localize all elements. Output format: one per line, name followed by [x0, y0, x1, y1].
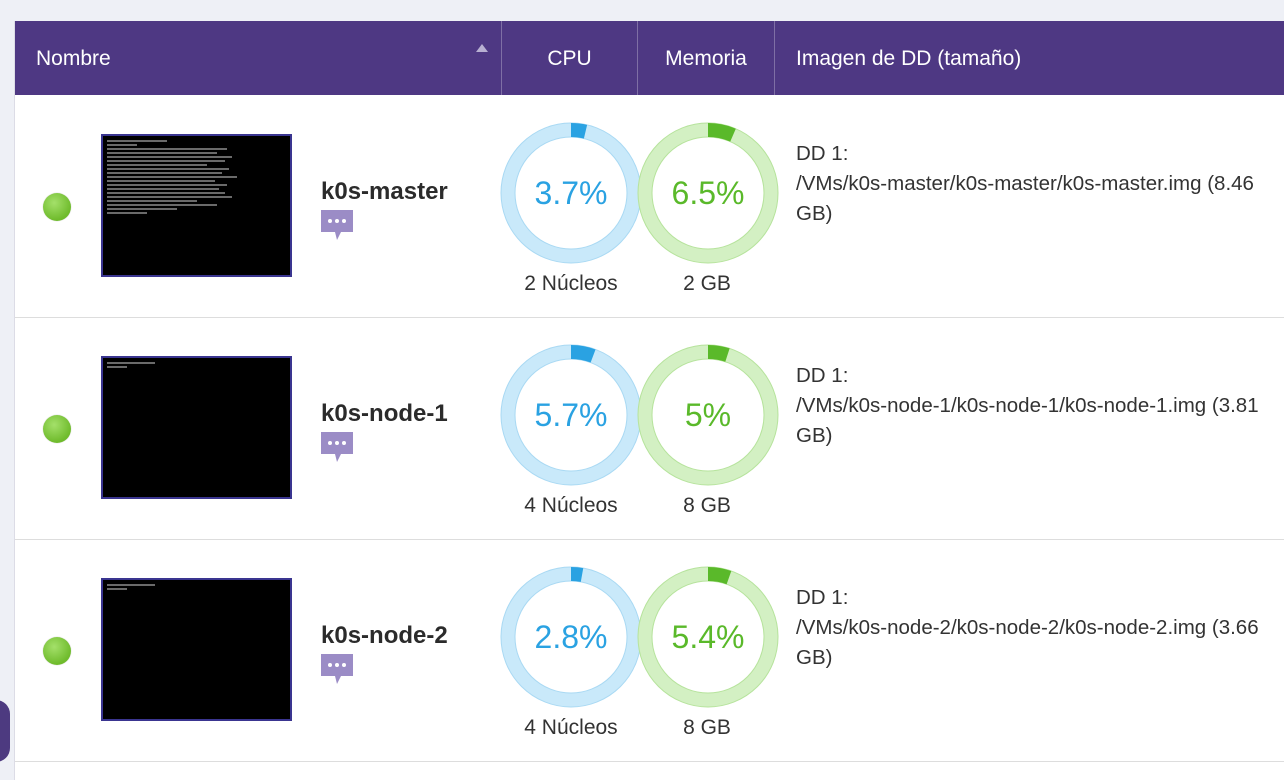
console-text-line	[107, 172, 222, 174]
disk-image-info: DD 1: /VMs/k0s-master/k0s-master/k0s-mas…	[796, 139, 1266, 229]
comment-icon[interactable]	[321, 210, 353, 242]
console-text-line	[107, 584, 155, 586]
console-text-line	[107, 588, 127, 590]
disk-label: DD 1:	[796, 142, 849, 165]
console-text-line	[107, 196, 232, 198]
memory-usage-value: 5%	[684, 397, 732, 433]
disk-path: /VMs/k0s-node-1/k0s-node-1/k0s-node-1.im…	[796, 394, 1259, 447]
console-thumbnail[interactable]	[101, 134, 292, 277]
vm-row[interactable]: k0s-node-2 2.8% 5.4% 4 Nú	[15, 540, 1284, 762]
cpu-cores: 2 Núcleos	[524, 272, 618, 295]
console-thumbnail[interactable]	[101, 578, 292, 721]
column-header-name-label: Nombre	[36, 47, 111, 70]
column-header-cpu-label: CPU	[547, 47, 592, 70]
console-text-line	[107, 204, 217, 206]
vm-name[interactable]: k0s-node-2	[321, 622, 448, 649]
cpu-usage-arc	[570, 567, 584, 582]
memory-usage-value: 6.5%	[671, 175, 745, 211]
cpu-usage-value: 3.7%	[534, 175, 608, 211]
cpu-cores: 4 Núcleos	[524, 494, 618, 517]
console-text-line	[107, 200, 197, 202]
console-text-line	[107, 168, 229, 170]
memory-usage-gauge: 6.5%	[637, 122, 779, 264]
console-text-line	[107, 192, 225, 194]
vm-row[interactable]: k0s-master 3.7% 6.5% 2 Nú	[15, 96, 1284, 318]
column-header-disk-image[interactable]: Imagen de DD (tamaño)	[775, 21, 1284, 95]
console-text-line	[107, 160, 225, 162]
memory-total: 8 GB	[683, 494, 731, 517]
console-text-line	[107, 140, 167, 142]
cpu-usage-arc	[570, 123, 588, 139]
column-header-memory[interactable]: Memoria	[638, 21, 775, 95]
memory-gauge-ring	[637, 122, 779, 264]
cpu-gauge-ring	[500, 122, 642, 264]
console-thumbnail[interactable]	[101, 356, 292, 499]
table-header: Nombre CPU Memoria Imagen de DD (tamaño)	[15, 21, 1284, 95]
console-text-line	[107, 144, 137, 146]
vm-table: Nombre CPU Memoria Imagen de DD (tamaño)…	[14, 21, 1284, 780]
console-text-line	[107, 156, 232, 158]
cpu-usage-value: 5.7%	[534, 397, 608, 433]
console-text-line	[107, 180, 215, 182]
memory-usage-arc	[707, 567, 732, 585]
console-text-line	[107, 148, 227, 150]
column-header-disk-image-label: Imagen de DD (tamaño)	[796, 47, 1022, 70]
vm-name[interactable]: k0s-node-1	[321, 400, 448, 427]
memory-gauge-ring	[637, 344, 779, 486]
cpu-gauge-ring	[500, 344, 642, 486]
cpu-usage-value: 2.8%	[534, 619, 608, 655]
console-text-line	[107, 362, 155, 364]
console-text-line	[107, 164, 207, 166]
status-indicator	[43, 415, 71, 443]
cpu-usage-arc	[570, 345, 596, 363]
vm-name[interactable]: k0s-master	[321, 178, 448, 205]
disk-label: DD 1:	[796, 364, 849, 387]
disk-path: /VMs/k0s-master/k0s-master/k0s-master.im…	[796, 172, 1254, 225]
comment-icon[interactable]	[321, 654, 353, 686]
memory-usage-value: 5.4%	[671, 619, 745, 655]
vm-row[interactable]: k0s-node-1 5.7% 5% 4 Núcl	[15, 318, 1284, 540]
memory-usage-arc	[707, 123, 736, 142]
console-text-line	[107, 208, 177, 210]
disk-image-info: DD 1: /VMs/k0s-node-2/k0s-node-2/k0s-nod…	[796, 583, 1266, 673]
cpu-cores: 4 Núcleos	[524, 716, 618, 739]
cpu-usage-gauge: 5.7%	[500, 344, 642, 486]
memory-gauge-ring	[637, 566, 779, 708]
status-indicator	[43, 637, 71, 665]
console-text-line	[107, 152, 217, 154]
comment-icon[interactable]	[321, 432, 353, 464]
memory-total: 8 GB	[683, 716, 731, 739]
column-header-memory-label: Memoria	[665, 47, 747, 70]
sort-ascending-icon[interactable]	[476, 44, 488, 52]
console-text-line	[107, 184, 227, 186]
side-panel-tab[interactable]	[0, 700, 10, 762]
console-text-line	[107, 212, 147, 214]
memory-usage-arc	[707, 345, 730, 362]
disk-path: /VMs/k0s-node-2/k0s-node-2/k0s-node-2.im…	[796, 616, 1259, 669]
column-header-cpu[interactable]: CPU	[502, 21, 638, 95]
memory-usage-gauge: 5.4%	[637, 566, 779, 708]
memory-total: 2 GB	[683, 272, 731, 295]
console-text-line	[107, 188, 219, 190]
status-indicator	[43, 193, 71, 221]
disk-image-info: DD 1: /VMs/k0s-node-1/k0s-node-1/k0s-nod…	[796, 361, 1266, 451]
console-text-line	[107, 366, 127, 368]
cpu-usage-gauge: 2.8%	[500, 566, 642, 708]
column-header-name[interactable]: Nombre	[15, 21, 502, 95]
memory-usage-gauge: 5%	[637, 344, 779, 486]
disk-label: DD 1:	[796, 586, 849, 609]
console-text-line	[107, 176, 237, 178]
cpu-usage-gauge: 3.7%	[500, 122, 642, 264]
